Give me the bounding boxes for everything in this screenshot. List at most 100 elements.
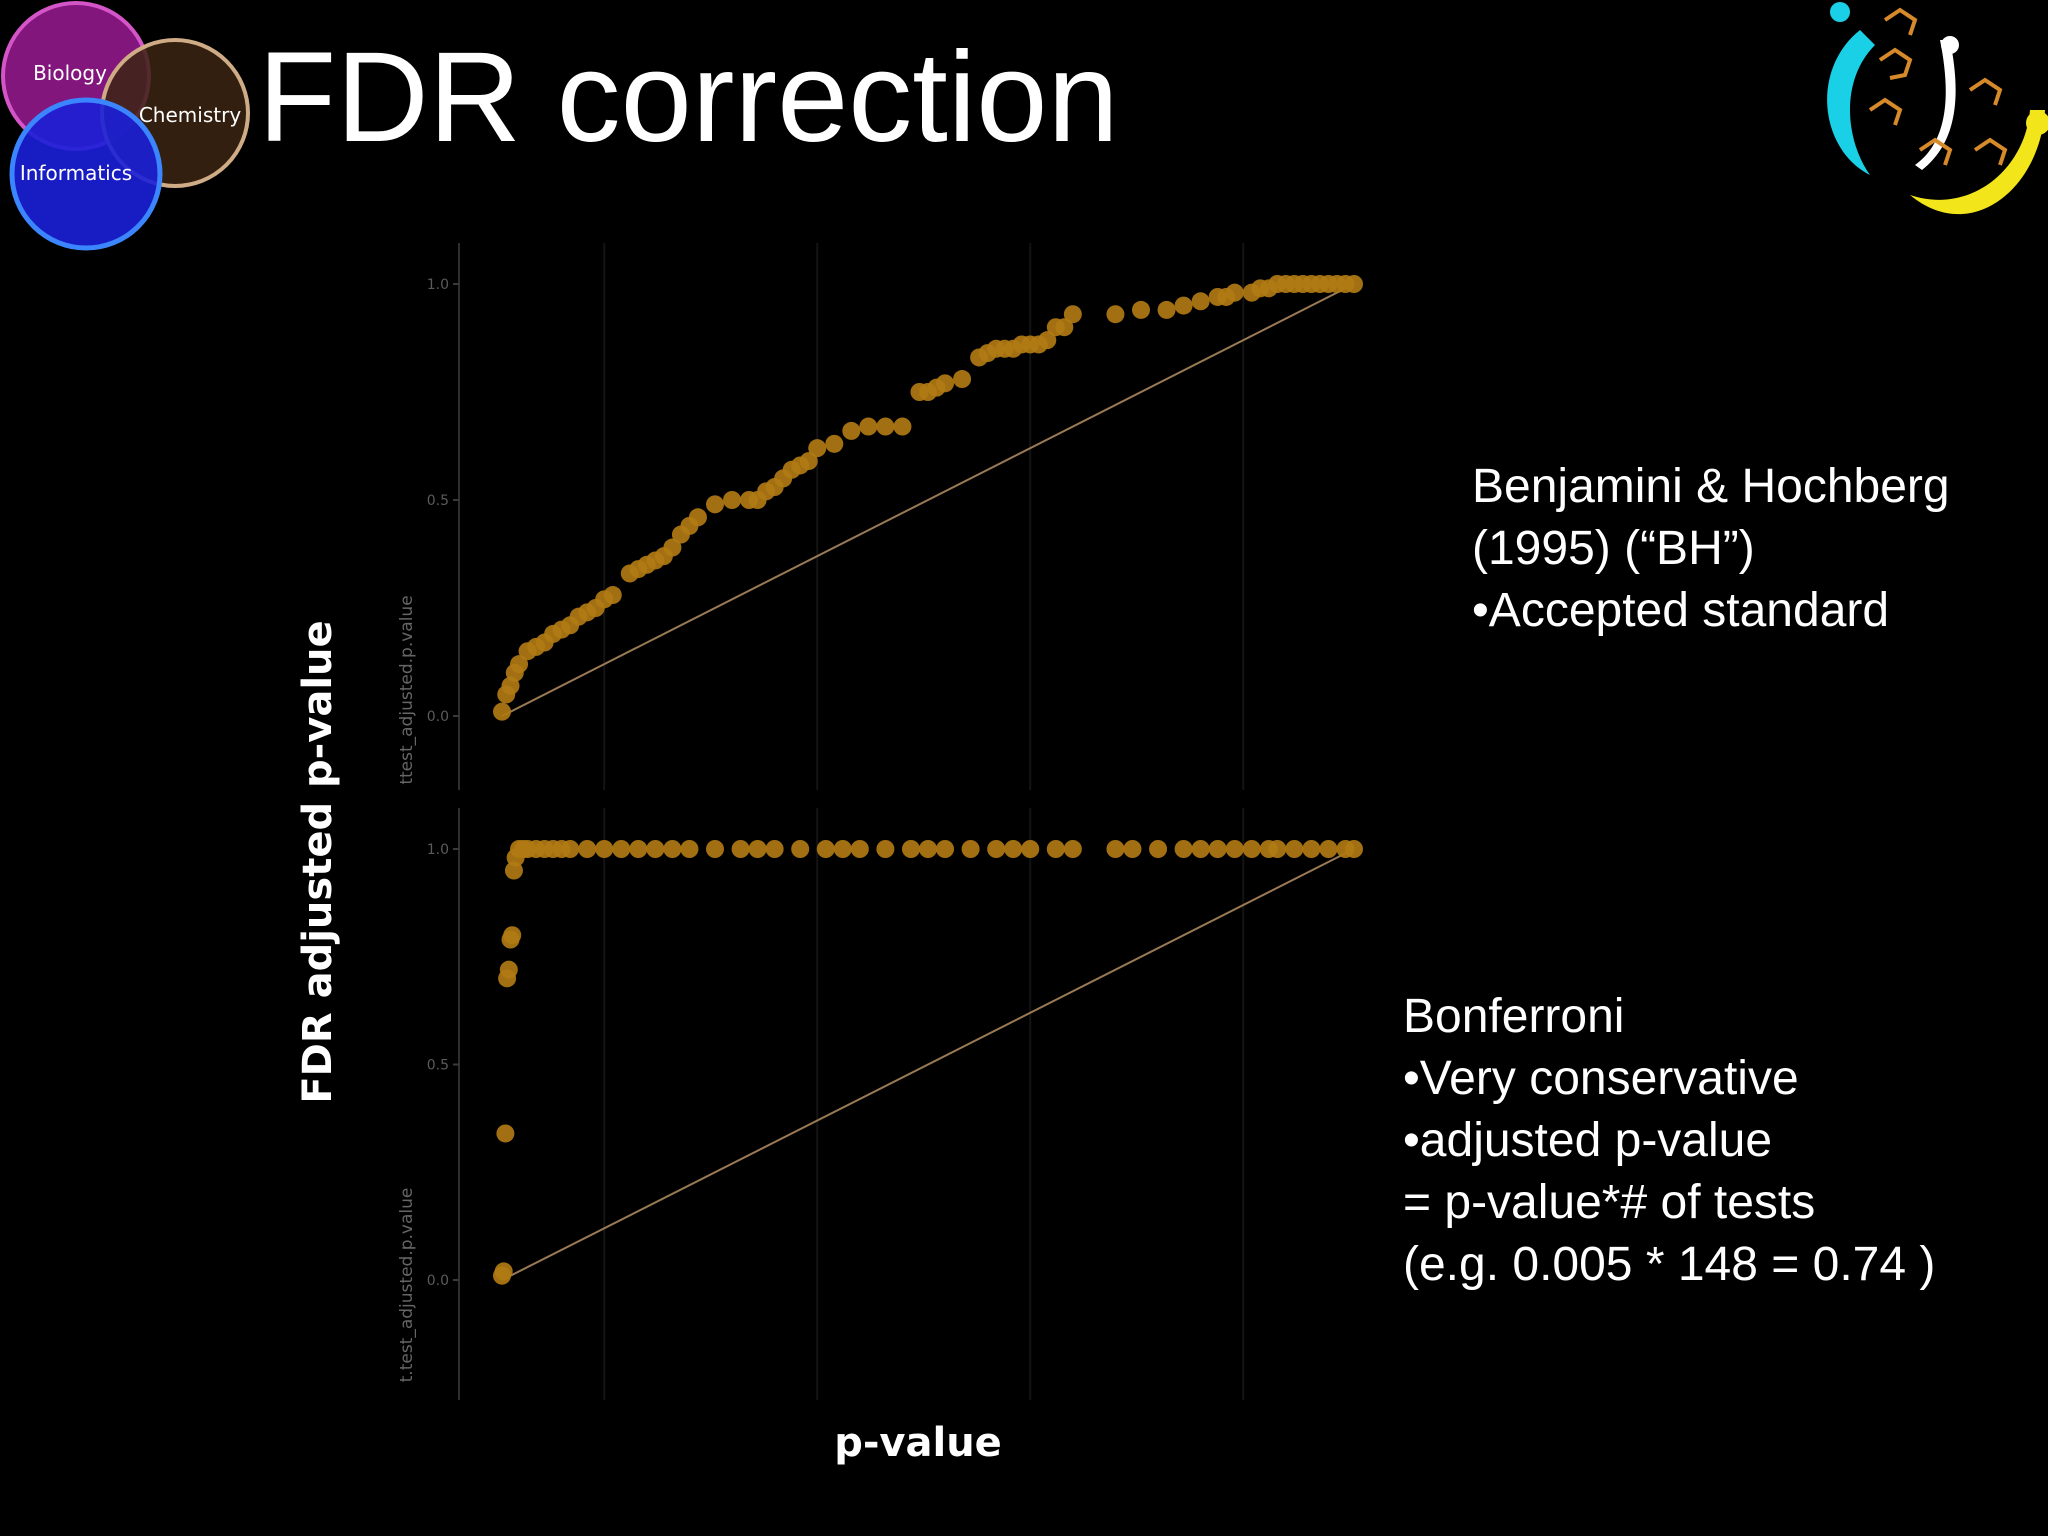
bh-note-line-1: Benjamini & Hochberg bbox=[1472, 460, 1950, 513]
data-point bbox=[987, 840, 1006, 858]
data-point bbox=[961, 840, 980, 858]
y-tick-label: 0.5 bbox=[427, 493, 449, 509]
data-point bbox=[1268, 840, 1287, 858]
logo-white-dot bbox=[1941, 36, 1959, 54]
corner-logo bbox=[1827, 2, 2048, 215]
data-point bbox=[833, 840, 852, 858]
data-point bbox=[494, 1262, 513, 1281]
data-point bbox=[1225, 840, 1244, 858]
data-point bbox=[850, 840, 869, 858]
venn-label-chemistry: Chemistry bbox=[139, 103, 241, 127]
data-point bbox=[1174, 840, 1193, 858]
data-point bbox=[901, 840, 920, 858]
data-point bbox=[876, 840, 895, 858]
data-point bbox=[731, 840, 750, 858]
data-point bbox=[1242, 840, 1261, 858]
data-point bbox=[1225, 283, 1244, 302]
data-point bbox=[1157, 300, 1176, 319]
data-point bbox=[1046, 840, 1065, 858]
data-point bbox=[1063, 305, 1082, 324]
bonferroni-note-line-4: = p-value*# of tests bbox=[1403, 1176, 1816, 1229]
data-point bbox=[706, 495, 724, 514]
data-point bbox=[859, 417, 878, 436]
bonferroni-note-line-1: Bonferroni bbox=[1403, 990, 1625, 1043]
data-point bbox=[561, 840, 580, 858]
reference-line bbox=[501, 848, 1355, 1281]
data-point bbox=[1123, 840, 1142, 858]
data-point bbox=[1055, 318, 1074, 337]
data-point bbox=[1021, 840, 1040, 858]
y-tick-label: 1.0 bbox=[427, 842, 449, 858]
panel-y-axis-label: t.test_adjusted.p.value bbox=[397, 1188, 417, 1383]
data-point bbox=[936, 840, 955, 858]
data-point bbox=[493, 702, 511, 721]
data-point bbox=[1191, 292, 1210, 311]
logo-yellow-arc bbox=[1910, 110, 2045, 215]
data-point bbox=[680, 840, 699, 858]
data-point bbox=[1345, 840, 1363, 858]
data-point bbox=[496, 1124, 515, 1143]
data-point bbox=[876, 417, 895, 436]
panel-y-axis-label: ttest_adjusted.p.value bbox=[397, 595, 417, 784]
bonferroni-note-line-5: (e.g. 0.005 * 148 = 0.74 ) bbox=[1403, 1238, 1936, 1291]
data-point bbox=[706, 840, 724, 858]
reference-line bbox=[501, 283, 1355, 717]
data-point bbox=[748, 840, 767, 858]
data-point bbox=[799, 452, 818, 471]
bh-note: Benjamini & Hochberg (1995) (“BH”) •Acce… bbox=[1472, 456, 1950, 642]
data-point bbox=[595, 840, 614, 858]
data-point bbox=[1285, 840, 1304, 858]
data-point bbox=[919, 840, 937, 858]
bh-panel: 0.0 0.5 1.0 ttest_adjusted.p.value bbox=[397, 243, 1363, 790]
venn-label-informatics: Informatics bbox=[20, 161, 132, 185]
bonferroni-note-line-2: •Very conservative bbox=[1403, 1052, 1799, 1105]
venn-label-biology: Biology bbox=[33, 61, 107, 85]
slide-title: FDR correction bbox=[258, 26, 1119, 169]
logo-cyan-dot bbox=[1830, 2, 1850, 22]
data-point bbox=[578, 840, 597, 858]
data-point bbox=[1038, 331, 1057, 350]
data-point bbox=[510, 655, 529, 674]
data-point bbox=[791, 840, 810, 858]
y-tick-label: 0.0 bbox=[427, 1273, 449, 1289]
data-point bbox=[765, 840, 784, 858]
logo-white-mark bbox=[1915, 40, 1956, 170]
data-point bbox=[1106, 305, 1125, 324]
data-point bbox=[1063, 840, 1082, 858]
data-point bbox=[663, 840, 682, 858]
y-axis-label: FDR adjusted p-value bbox=[295, 620, 341, 1104]
data-point bbox=[1302, 840, 1321, 858]
logo-molecules bbox=[1868, 7, 2008, 166]
bonferroni-note-line-3: •adjusted p-value bbox=[1403, 1114, 1773, 1167]
data-point bbox=[1208, 840, 1227, 858]
data-point bbox=[503, 926, 522, 945]
bonferroni-panel: 0.0 0.5 1.0 t.test_adjusted.p.value bbox=[397, 808, 1363, 1400]
data-point bbox=[1132, 300, 1150, 319]
data-point bbox=[1191, 840, 1210, 858]
logo-yellow-dot bbox=[2026, 111, 2048, 135]
data-point bbox=[825, 434, 844, 453]
data-point bbox=[499, 960, 518, 979]
x-axis-label: p-value bbox=[834, 1420, 1002, 1466]
y-tick-label: 1.0 bbox=[427, 277, 449, 293]
data-point bbox=[612, 840, 631, 858]
venn-logo: Biology Chemistry Informatics bbox=[1, 1, 250, 251]
data-point bbox=[646, 840, 665, 858]
data-point bbox=[663, 538, 682, 557]
data-point bbox=[893, 417, 912, 436]
data-point bbox=[629, 840, 648, 858]
data-point bbox=[723, 491, 742, 509]
bh-note-line-2: (1995) (“BH”) bbox=[1472, 522, 1755, 575]
data-point bbox=[953, 370, 972, 389]
logo-cyan-arc bbox=[1827, 30, 1875, 175]
data-point bbox=[808, 439, 827, 458]
data-point bbox=[816, 840, 835, 858]
data-point bbox=[1174, 296, 1193, 315]
venn-circle-informatics bbox=[9, 97, 163, 251]
data-point bbox=[688, 508, 707, 527]
data-point bbox=[842, 421, 861, 440]
y-tick-label: 0.0 bbox=[427, 709, 449, 725]
data-point bbox=[936, 374, 955, 393]
bonferroni-note: Bonferroni •Very conservative •adjusted … bbox=[1403, 986, 1935, 1296]
